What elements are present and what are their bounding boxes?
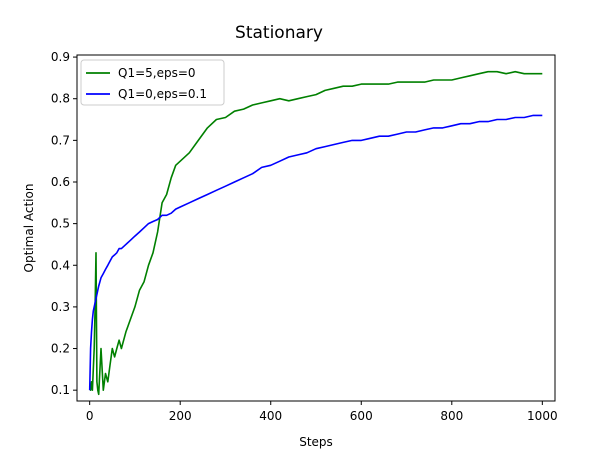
y-tick-label: 0.8 [51, 92, 70, 106]
y-tick-label: 0.5 [51, 217, 70, 231]
legend-frame [80, 59, 225, 106]
chart-title: Stationary [235, 23, 323, 43]
series-line-1 [88, 70, 543, 396]
x-tick-label: 600 [350, 409, 373, 423]
y-axis-label: Optimal Action [22, 184, 36, 273]
x-tick-label: 400 [259, 409, 282, 423]
legend: Q1=5,eps=0 Q1=0,eps=0.1 [80, 59, 225, 106]
series-line-2 [88, 114, 543, 391]
legend-label: Q1=5,eps=0 [118, 66, 196, 80]
y-tick-label: 0.1 [51, 383, 70, 397]
y-tick-label: 0.4 [51, 258, 70, 272]
x-tick-label: 800 [440, 409, 463, 423]
legend-label: Q1=0,eps=0.1 [118, 87, 207, 101]
y-tick-label: 0.3 [51, 300, 70, 314]
y-tick-label: 0.9 [51, 50, 70, 64]
y-tick-label: 0.6 [51, 175, 70, 189]
x-axis-label: Steps [299, 435, 333, 449]
y-tick-label: 0.7 [51, 133, 70, 147]
x-tick-label: 1000 [527, 409, 558, 423]
x-axis: 0 200 400 600 800 1000 [86, 401, 558, 423]
y-tick-label: 0.2 [51, 342, 70, 356]
series-layer [88, 70, 543, 396]
x-tick-label: 0 [86, 409, 94, 423]
y-axis: 0.1 0.2 0.3 0.4 0.5 0.6 0.7 0.8 0.9 [51, 50, 77, 397]
plot-area-frame [76, 54, 556, 402]
x-tick-label: 200 [169, 409, 192, 423]
